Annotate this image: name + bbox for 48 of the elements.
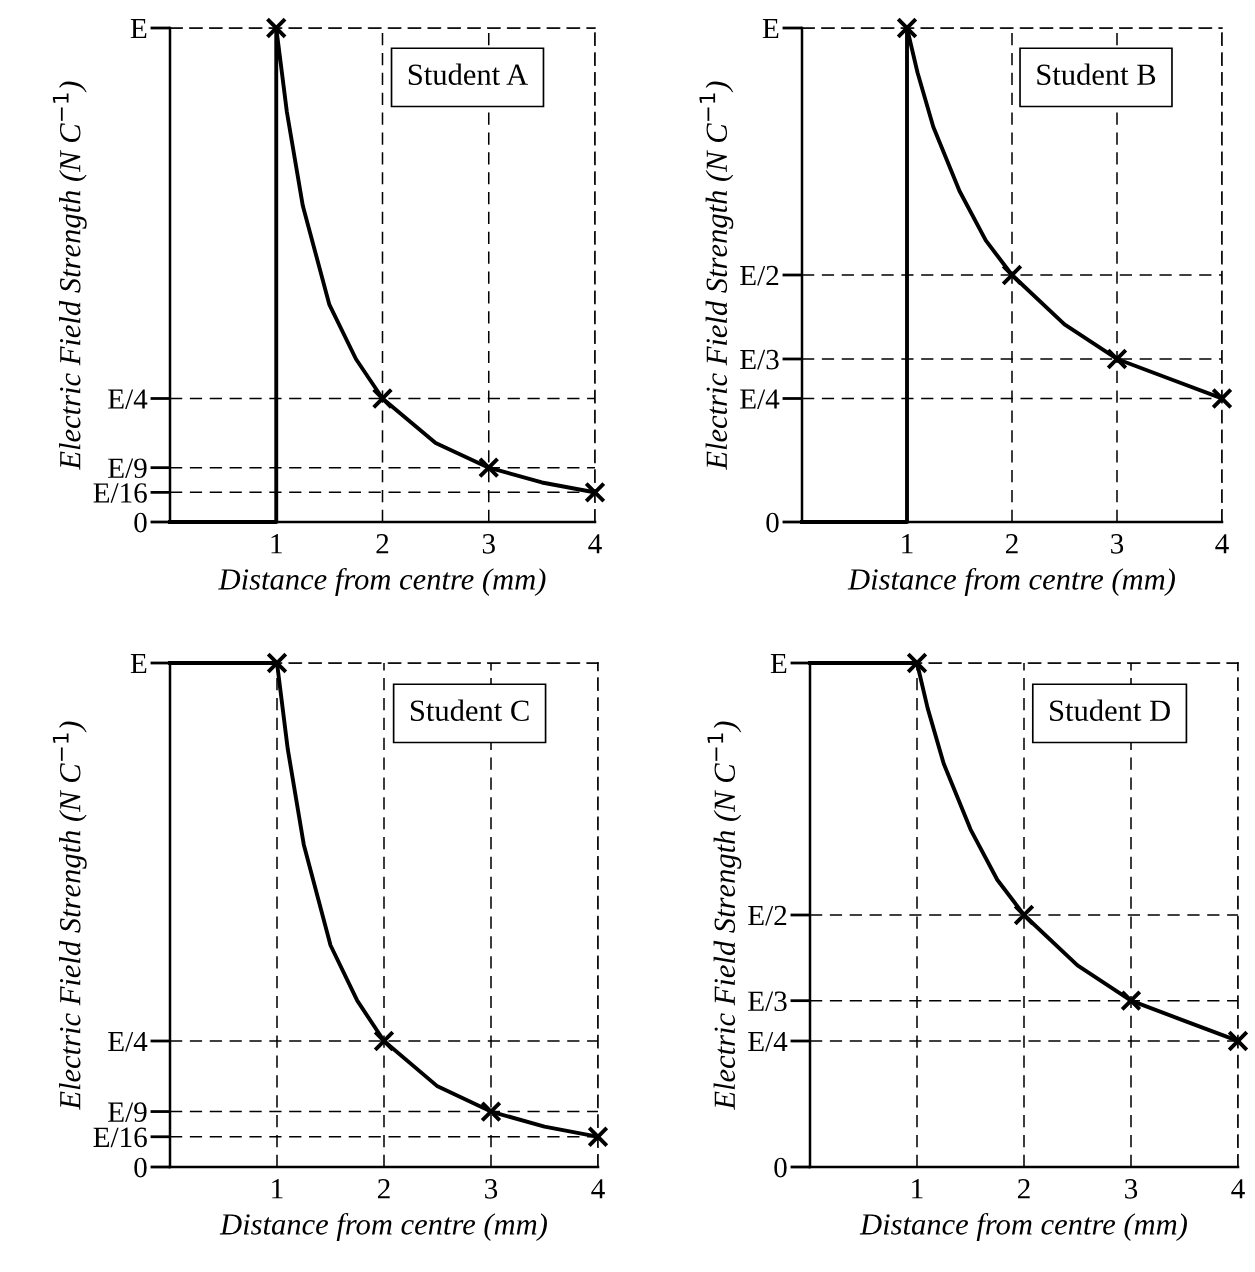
text: Student B (1037, 63, 1156, 86)
x-tick-label: 1 (912, 1179, 923, 1199)
ref-line-label: E/2 (748, 905, 787, 926)
ref-line-label: E/9 (108, 1102, 147, 1122)
ref-line-label: E/4 (108, 389, 148, 409)
ref-line-label: E/3 (740, 349, 779, 370)
y-axis-title: Electric Field Strength (N C$^{−1}$) (699, 81, 734, 470)
ref-line-label: E/4 (748, 1031, 788, 1052)
x-tick-label: 3 (482, 534, 495, 554)
ref-line-label: 0 (134, 512, 147, 533)
ref-line-label: E/16 (93, 1127, 147, 1148)
ref-line-label: E/9 (108, 458, 147, 479)
ref-line-label: E (130, 654, 147, 674)
text: Student D (1050, 699, 1170, 722)
ref-line-label: E/2 (740, 265, 779, 286)
text: Student A (408, 63, 528, 86)
ref-line-label: E/16 (93, 483, 147, 503)
x-axis-title: Distance from centre (mm) (218, 567, 546, 596)
y-axis-title: Electric Field Strength (N C$^{−1}$) (52, 81, 87, 470)
x-axis-title: Distance from centre (mm) (219, 1212, 547, 1241)
ref-line-label: E (762, 19, 779, 39)
x-axis-title: Distance from centre (mm) (847, 567, 1175, 596)
y-axis-title: Electric Field Strength (N C$^{−1}$) (52, 721, 87, 1110)
ref-line-label: E/4 (740, 389, 780, 409)
x-tick-label: 1 (271, 534, 282, 554)
text: Student C (410, 699, 529, 722)
x-tick-label: 2 (377, 1179, 390, 1199)
x-tick-label: 2 (1005, 534, 1018, 554)
x-tick-label: 4 (588, 534, 602, 554)
x-tick-label: 4 (1231, 1179, 1245, 1199)
x-tick-label: 2 (376, 534, 389, 554)
y-axis-title: Electric Field Strength (N C$^{−1}$) (707, 721, 742, 1110)
x-tick-label: 1 (272, 1179, 283, 1199)
x-tick-label: 3 (485, 1179, 498, 1199)
ref-line-label: E/4 (108, 1031, 148, 1052)
ref-line-label: E (770, 654, 787, 674)
ref-line-label: 0 (134, 1157, 147, 1178)
ref-line-label: 0 (774, 1157, 787, 1178)
x-tick-label: 3 (1125, 1179, 1138, 1199)
ref-line-label: E/3 (748, 991, 787, 1012)
x-tick-label: 4 (1215, 534, 1229, 554)
ref-line-label: E (130, 19, 147, 39)
x-tick-label: 1 (902, 534, 913, 554)
x-tick-label: 3 (1111, 534, 1124, 554)
x-tick-label: 2 (1017, 1179, 1030, 1199)
x-tick-label: 4 (591, 1179, 605, 1199)
ref-line-label: 0 (766, 512, 779, 533)
x-axis-title: Distance from centre (mm) (859, 1212, 1187, 1241)
